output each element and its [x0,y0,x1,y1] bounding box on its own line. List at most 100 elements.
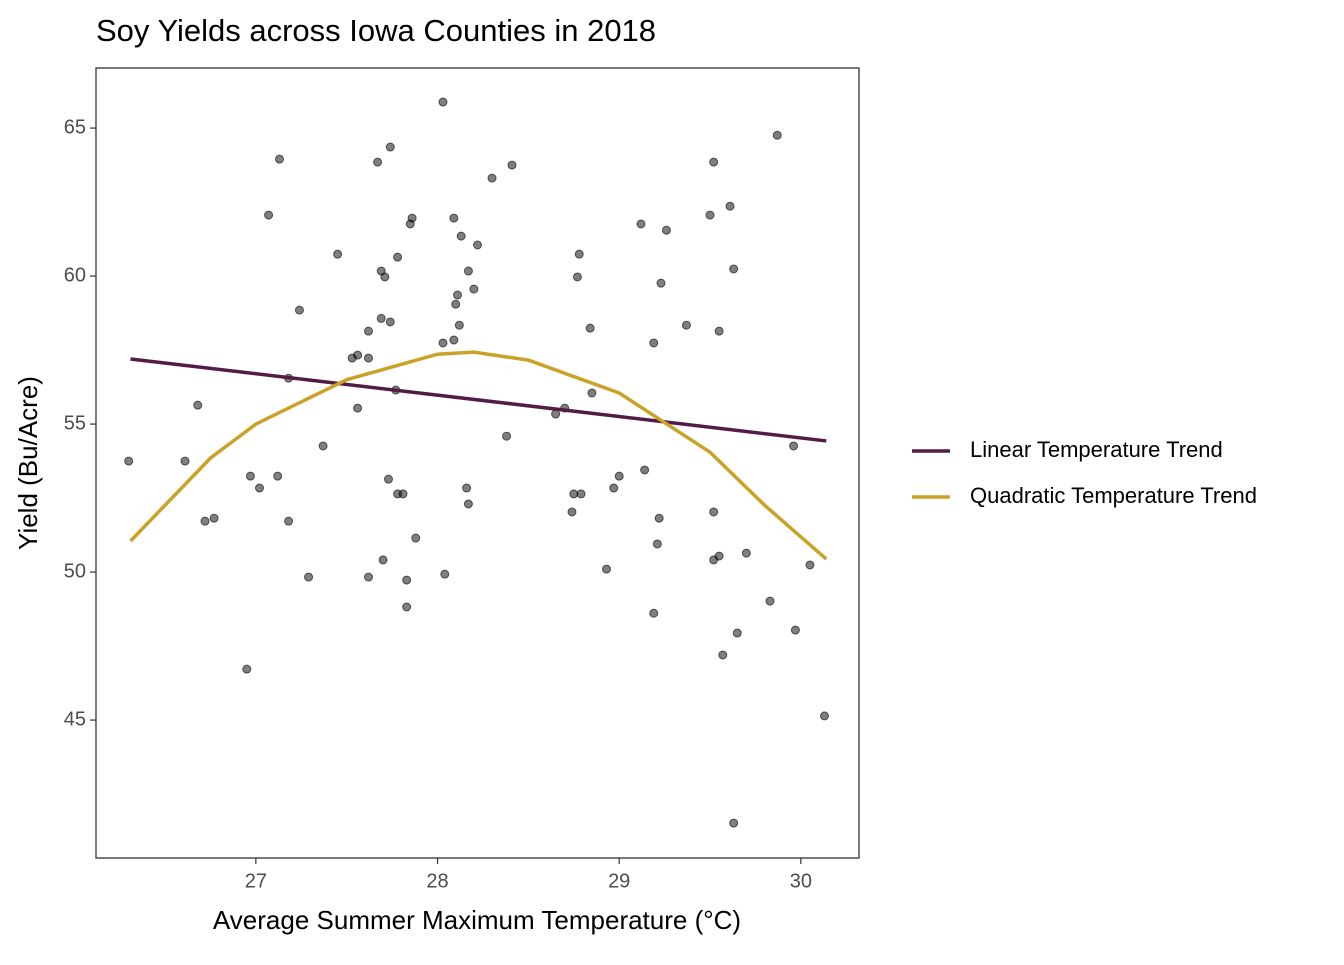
legend-label: Quadratic Temperature Trend [970,483,1257,508]
point [209,513,219,523]
point [681,320,691,330]
point [264,210,274,220]
x-tick-label: 29 [608,870,630,892]
point [709,157,719,167]
point [180,456,190,466]
point [449,213,459,223]
point [587,388,597,398]
point [393,252,403,262]
point [656,278,666,288]
point [380,272,390,282]
point [245,471,255,481]
point [454,320,464,330]
point [402,575,412,585]
trend-line [130,357,827,443]
point [805,560,815,570]
point [473,240,482,250]
legend-label: Linear Temperature Trend [970,437,1223,462]
point [304,572,314,582]
point [572,272,582,282]
point [741,548,751,558]
point [364,326,373,336]
point [274,154,284,164]
point [407,213,417,223]
point [378,555,388,565]
point [193,400,203,410]
point [507,160,517,170]
point [649,338,659,348]
plot-frame [95,67,860,859]
point [462,483,472,493]
point [438,338,448,348]
x-tick-label: 28 [426,870,448,892]
point [200,516,210,526]
point [640,465,650,475]
point [789,441,799,451]
y-tick-label: 45 [64,708,86,730]
point [502,431,512,441]
point [402,602,412,612]
point [772,130,782,140]
point [614,471,624,481]
point [705,210,715,220]
trend-line [129,350,828,561]
point [729,818,739,828]
point [469,284,479,294]
point [487,173,497,183]
point [453,290,463,300]
point [732,628,742,638]
point [636,219,646,229]
point [567,507,577,517]
point [411,533,421,543]
point [333,249,343,259]
point [284,516,294,526]
point [318,441,328,451]
point [718,650,728,660]
point [376,313,386,323]
point [385,317,395,327]
point [765,596,775,606]
point [601,564,611,574]
point [714,326,724,336]
point [353,350,363,360]
point [124,456,134,466]
point [463,499,473,509]
point [440,569,450,579]
point [383,474,393,484]
point [652,539,662,549]
point [654,513,664,523]
point [609,483,619,493]
point [729,264,739,274]
y-tick-label: 50 [64,560,86,582]
point [649,608,659,618]
point [551,409,561,419]
point [725,201,735,211]
point [819,711,829,721]
point [364,572,373,582]
y-axis-label: Yield (Bu/Acre) [13,376,43,550]
point [438,97,448,107]
point [585,323,595,333]
y-tick-label: 65 [64,116,86,138]
point [714,551,724,561]
point [661,225,671,235]
point [385,142,395,152]
x-tick-label: 27 [245,870,267,892]
point [451,299,461,309]
point [574,249,584,259]
point [255,483,264,493]
point [463,266,473,276]
point [790,625,800,635]
point [456,231,466,241]
point [242,664,252,674]
x-axis-label: Average Summer Maximum Temperature (°C) [213,905,741,935]
point [398,489,408,499]
y-tick-label: 60 [64,264,86,286]
point [373,157,383,167]
point [294,305,304,315]
point [364,353,373,363]
point [709,507,719,517]
x-tick-label: 30 [790,870,812,892]
point [576,489,586,499]
